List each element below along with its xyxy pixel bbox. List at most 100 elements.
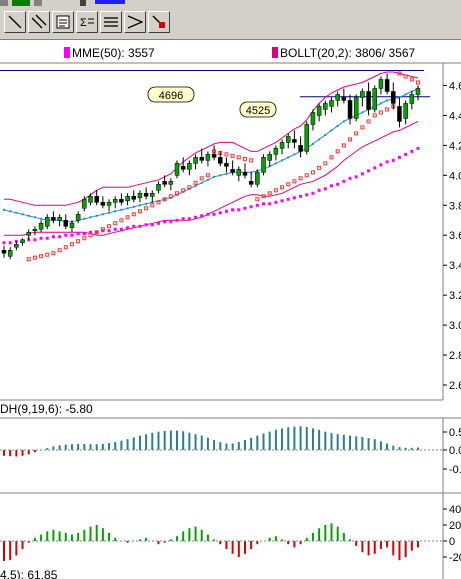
- sma-point: [27, 214, 30, 217]
- sar-point: [88, 233, 93, 238]
- candle-body: [273, 148, 279, 155]
- candle-body: [267, 154, 272, 161]
- sar-point: [280, 185, 285, 190]
- horizontal-lines-button[interactable]: [100, 11, 122, 33]
- candle-body: [57, 217, 62, 221]
- ema-point: [323, 187, 327, 191]
- sar-point: [403, 74, 408, 79]
- candle-body: [384, 79, 390, 92]
- candle-body: [180, 166, 186, 170]
- candle-body: [391, 91, 396, 104]
- sar-point: [348, 137, 353, 142]
- candle-body: [341, 97, 347, 101]
- ema-point: [373, 166, 377, 170]
- ema-point: [311, 191, 315, 195]
- sar-point: [409, 77, 414, 82]
- sar-point: [156, 200, 161, 205]
- sar-point: [298, 176, 303, 181]
- sma-point: [379, 102, 382, 105]
- sar-point: [236, 155, 241, 160]
- oscillator-axis-label: 0: [449, 536, 455, 548]
- eraser-button[interactable]: [148, 11, 170, 33]
- sma-point: [386, 99, 389, 102]
- candle-body: [69, 223, 75, 229]
- candle-body: [372, 88, 377, 110]
- sar-point: [76, 239, 81, 244]
- sar-point: [366, 119, 371, 124]
- angle-icon: [127, 15, 143, 29]
- legend-ema: MME(50): 3557: [64, 46, 155, 60]
- ema-point: [126, 226, 130, 230]
- parallel-lines-button[interactable]: [28, 11, 50, 33]
- eraser-icon: [152, 15, 165, 28]
- legend-bollinger-value: 3806/ 3567: [355, 46, 416, 60]
- ema-point: [8, 241, 12, 245]
- ema-point: [354, 175, 358, 179]
- ema-point: [206, 212, 210, 216]
- ema-point: [95, 230, 99, 234]
- bollinger-lower-line: [4, 120, 419, 236]
- ema-point: [107, 229, 111, 233]
- ema-point: [150, 223, 154, 227]
- line-tool-button[interactable]: [4, 11, 26, 33]
- ema-point: [397, 155, 401, 159]
- sar-point: [94, 230, 99, 235]
- candle-body: [26, 231, 31, 236]
- ema-point: [255, 203, 259, 207]
- ema-point: [144, 223, 148, 227]
- sma-point: [225, 172, 228, 175]
- toolbar-swatch[interactable]: [34, 0, 42, 6]
- sar-point: [317, 165, 322, 170]
- ema-point: [360, 172, 364, 176]
- angle-tool-button[interactable]: [124, 11, 146, 33]
- sma-point: [311, 142, 314, 145]
- oscillator-panel-title: 4.5): 61.85: [0, 568, 58, 579]
- toolbar-swatch[interactable]: [0, 0, 8, 6]
- macd-axis-label: -0.: [449, 464, 461, 476]
- toolbar-swatch[interactable]: [95, 0, 125, 4]
- parallel-lines-icon: [31, 14, 47, 29]
- macd-panel-title: DH(9,19,6): -5.80: [0, 402, 93, 416]
- ema-point: [379, 163, 383, 167]
- toolbar-swatch[interactable]: [12, 0, 30, 6]
- price-axis-label: 4.0: [449, 170, 461, 182]
- ema-point: [410, 149, 414, 153]
- sma-point: [318, 138, 321, 141]
- candle-body: [347, 100, 353, 119]
- sar-point: [205, 173, 210, 178]
- sma-point: [281, 159, 284, 162]
- candle-body: [106, 202, 112, 206]
- sar-point: [125, 215, 130, 220]
- candle-body: [218, 157, 223, 164]
- text-tool-button[interactable]: [52, 11, 74, 33]
- legend-bollinger-swatch: [272, 47, 278, 58]
- sar-point: [249, 158, 254, 163]
- candle-body: [51, 217, 56, 221]
- sar-point: [69, 242, 74, 247]
- candle-body: [353, 97, 359, 119]
- ema-point: [212, 212, 216, 216]
- sma-point: [145, 202, 148, 205]
- sar-point: [51, 251, 56, 256]
- sma-point: [101, 213, 104, 216]
- price-axis-label: 3.8: [449, 200, 461, 212]
- sar-point: [255, 197, 260, 202]
- candle-body: [187, 163, 192, 170]
- sar-point: [82, 236, 87, 241]
- ema-point: [367, 169, 371, 173]
- sar-point: [273, 188, 278, 193]
- candle-body: [143, 193, 149, 197]
- ema-point: [286, 197, 290, 201]
- candle-body: [360, 91, 365, 98]
- ema-point: [76, 232, 80, 236]
- toolbar-swatch[interactable]: [80, 0, 86, 6]
- legend-bollinger-label: BOLLT(20,2):: [280, 46, 352, 60]
- sma-point: [83, 217, 86, 220]
- ema-point: [119, 227, 123, 231]
- candle-body: [94, 196, 99, 203]
- fibonacci-button[interactable]: Σ: [76, 11, 98, 33]
- sar-point: [150, 203, 155, 208]
- sma-point: [324, 133, 327, 136]
- price-axis-label: 4.6: [449, 80, 461, 92]
